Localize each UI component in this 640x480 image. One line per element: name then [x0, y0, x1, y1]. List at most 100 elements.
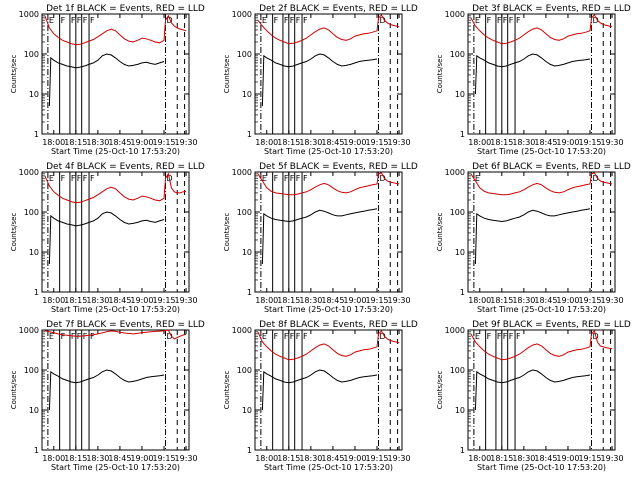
marker-label-f: F — [284, 332, 289, 341]
plot-frame — [467, 171, 616, 293]
marker-label-d: D — [379, 332, 385, 341]
y-tick-label: 100 — [24, 366, 39, 375]
marker-label-e: E — [475, 16, 480, 25]
x-tick-label: 19:30 — [388, 296, 411, 305]
x-tick-label: 18:45 — [321, 454, 344, 463]
x-tick-label: 18:30 — [299, 296, 322, 305]
panel-title: Det 1f BLACK = Events, RED = LLD — [46, 4, 205, 14]
marker-label-f: F — [290, 174, 295, 183]
detector-panel: Det 4f BLACK = Events, RED = LLD 1 10 100 10… — [10, 162, 205, 314]
y-tick-label: 1000 — [445, 168, 465, 177]
y-tick-label: 1 — [460, 288, 465, 297]
y-tick-label: 10 — [455, 248, 465, 257]
x-tick-label: 19:00 — [130, 296, 153, 305]
y-tick-label: 1 — [247, 446, 252, 455]
x-axis-label: Start Time (25-Oct-10 17:53:20) — [477, 305, 606, 314]
y-tick-label: 10 — [29, 248, 39, 257]
y-axis-label: Counts/sec — [223, 55, 231, 94]
y-tick-label: 1000 — [445, 10, 465, 19]
marker-label-e: E — [262, 174, 267, 183]
x-tick-label: 18:00 — [255, 296, 278, 305]
y-axis-label: Counts/sec — [10, 213, 18, 252]
marker-label-f: F — [487, 16, 492, 25]
events-series-line — [48, 211, 165, 265]
marker-label-f: F — [487, 332, 492, 341]
x-tick-label: 19:30 — [175, 454, 198, 463]
x-tick-label: 18:45 — [108, 296, 131, 305]
x-tick-label: 18:00 — [255, 454, 278, 463]
lld-series-line — [44, 172, 187, 204]
marker-label-e: E — [49, 16, 54, 25]
marker-label-f: F — [296, 332, 301, 341]
marker-label-f: F — [61, 332, 66, 341]
x-tick-label: 19:00 — [130, 138, 153, 147]
marker-label-f: F — [284, 16, 289, 25]
marker-label-f: F — [71, 16, 76, 25]
marker-label-f: F — [497, 16, 502, 25]
y-tick-label: 1000 — [19, 168, 39, 177]
marker-label-f: F — [509, 16, 514, 25]
panel-title: Det 4f BLACK = Events, RED = LLD — [46, 162, 205, 172]
detector-panel: Det 5f BLACK = Events, RED = LLD 1 10 100 10… — [223, 162, 418, 314]
marker-label-e: E — [49, 174, 54, 183]
x-axis-label: Start Time (25-Oct-10 17:53:20) — [477, 463, 606, 472]
y-tick-label: 1 — [460, 130, 465, 139]
marker-label-e: E — [262, 332, 267, 341]
marker-label-f: F — [284, 174, 289, 183]
x-tick-label: 18:00 — [255, 138, 278, 147]
plot-frame — [467, 329, 616, 451]
x-tick-label: 18:00 — [468, 454, 491, 463]
x-axis-label: Start Time (25-Oct-10 17:53:20) — [264, 147, 393, 156]
panel-title: Det 3f BLACK = Events, RED = LLD — [472, 4, 631, 14]
y-tick-label: 1 — [247, 130, 252, 139]
plot-frame — [254, 171, 403, 293]
x-tick-label: 18:45 — [321, 296, 344, 305]
y-axis-label: Counts/sec — [436, 213, 444, 252]
marker-label-e: E — [262, 16, 267, 25]
y-tick-label: 1000 — [232, 10, 252, 19]
x-tick-label: 18:15 — [490, 454, 513, 463]
x-tick-label: 18:45 — [534, 138, 557, 147]
panel-title: Det 5f BLACK = Events, RED = LLD — [259, 162, 418, 172]
y-tick-label: 100 — [237, 50, 252, 59]
x-axis-label: Start Time (25-Oct-10 17:53:20) — [477, 147, 606, 156]
events-series-line — [261, 208, 378, 265]
lld-series-line — [44, 329, 187, 340]
lld-series-line — [257, 14, 400, 45]
panel-title: Det 2f BLACK = Events, RED = LLD — [259, 4, 418, 14]
x-tick-label: 19:30 — [175, 138, 198, 147]
marker-label-f: F — [274, 332, 279, 341]
x-tick-label: 19:15 — [152, 138, 175, 147]
events-series-line — [48, 53, 165, 107]
plot-frame — [41, 13, 190, 135]
x-axis-label: Start Time (25-Oct-10 17:53:20) — [264, 305, 393, 314]
x-tick-label: 18:00 — [468, 296, 491, 305]
x-tick-label: 18:45 — [534, 454, 557, 463]
y-tick-label: 10 — [242, 406, 252, 415]
x-tick-label: 18:30 — [86, 296, 109, 305]
x-axis-label: Start Time (25-Oct-10 17:53:20) — [51, 147, 180, 156]
y-tick-label: 1 — [247, 288, 252, 297]
detector-panel: Det 6f BLACK = Events, RED = LLD 1 10 100 10… — [436, 162, 631, 314]
x-tick-label: 19:00 — [556, 296, 579, 305]
x-tick-label: 19:15 — [365, 454, 388, 463]
x-tick-label: 19:00 — [343, 138, 366, 147]
y-axis-label: Counts/sec — [223, 371, 231, 410]
x-tick-label: 19:30 — [175, 296, 198, 305]
marker-label-f: F — [303, 174, 308, 183]
marker-label-f: F — [303, 332, 308, 341]
marker-label-d: D — [379, 174, 385, 183]
y-tick-label: 100 — [450, 208, 465, 217]
detector-panel: Det 7f BLACK = Events, RED = LLD 1 10 100 10… — [10, 320, 205, 472]
events-series-line — [261, 53, 378, 107]
detector-panel: Det 8f BLACK = Events, RED = LLD 1 10 100 10… — [223, 320, 418, 472]
x-tick-label: 19:00 — [556, 138, 579, 147]
y-axis-label: Counts/sec — [223, 213, 231, 252]
events-series-line — [474, 208, 591, 265]
plot-frame — [254, 329, 403, 451]
x-tick-label: 19:15 — [578, 138, 601, 147]
y-tick-label: 100 — [450, 50, 465, 59]
x-axis-label: Start Time (25-Oct-10 17:53:20) — [51, 305, 180, 314]
marker-label-f: F — [503, 16, 508, 25]
y-tick-label: 100 — [24, 208, 39, 217]
